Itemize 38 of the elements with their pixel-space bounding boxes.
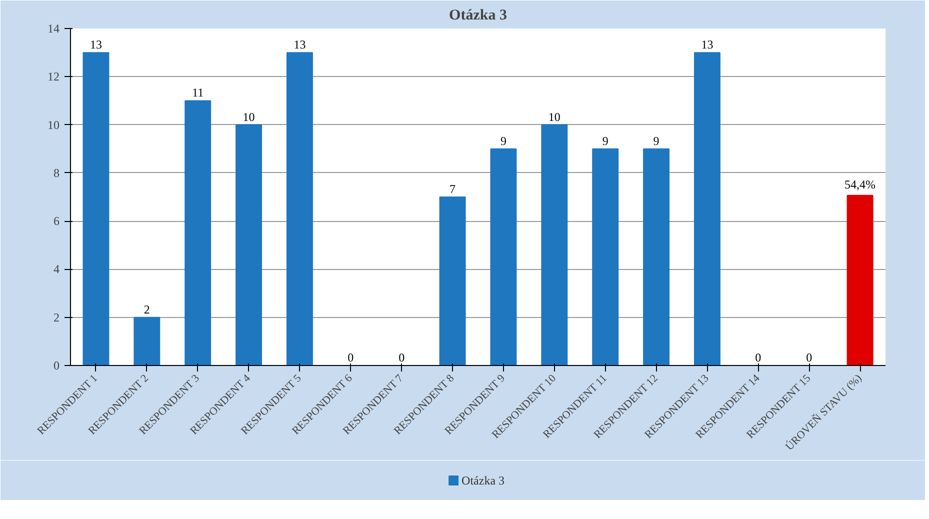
annotation: 54,4% bbox=[844, 177, 876, 192]
bar bbox=[82, 52, 110, 366]
bar bbox=[541, 124, 568, 366]
bar bbox=[592, 148, 619, 366]
bar bbox=[490, 148, 517, 366]
y-tick-label: 10 bbox=[48, 118, 60, 132]
bar bbox=[134, 316, 160, 366]
bar bbox=[846, 194, 874, 366]
data-label: 0 bbox=[755, 350, 762, 364]
data-label: 13 bbox=[294, 38, 306, 52]
y-tick-label: 12 bbox=[48, 70, 60, 84]
bar bbox=[286, 52, 313, 366]
y-tick-label: 2 bbox=[54, 310, 60, 324]
y-tick-label: 0 bbox=[54, 358, 60, 372]
data-label: 10 bbox=[242, 110, 255, 124]
data-label: 2 bbox=[144, 302, 150, 316]
data-label: 11 bbox=[192, 86, 204, 100]
y-tick-label: 14 bbox=[48, 22, 60, 36]
y-tick-label: 8 bbox=[54, 166, 60, 180]
chart-title: Otázka 3 bbox=[449, 8, 507, 24]
bar bbox=[439, 196, 466, 366]
data-label: 9 bbox=[500, 134, 506, 148]
data-label: 0 bbox=[398, 350, 405, 364]
legend-label: Otázka 3 bbox=[462, 474, 505, 488]
data-label: 0 bbox=[806, 350, 812, 364]
data-label: 0 bbox=[348, 350, 354, 364]
data-label: 7 bbox=[450, 182, 456, 196]
data-label: 13 bbox=[90, 38, 102, 52]
y-tick-label: 6 bbox=[54, 214, 60, 228]
y-tick-label: 4 bbox=[54, 262, 60, 276]
data-label: 9 bbox=[653, 134, 660, 148]
data-label: 9 bbox=[602, 134, 608, 148]
data-label: 13 bbox=[701, 38, 714, 52]
bar bbox=[694, 52, 720, 366]
bar bbox=[643, 148, 670, 366]
data-label: 10 bbox=[548, 110, 560, 124]
bar bbox=[236, 124, 262, 366]
bar bbox=[184, 100, 212, 366]
